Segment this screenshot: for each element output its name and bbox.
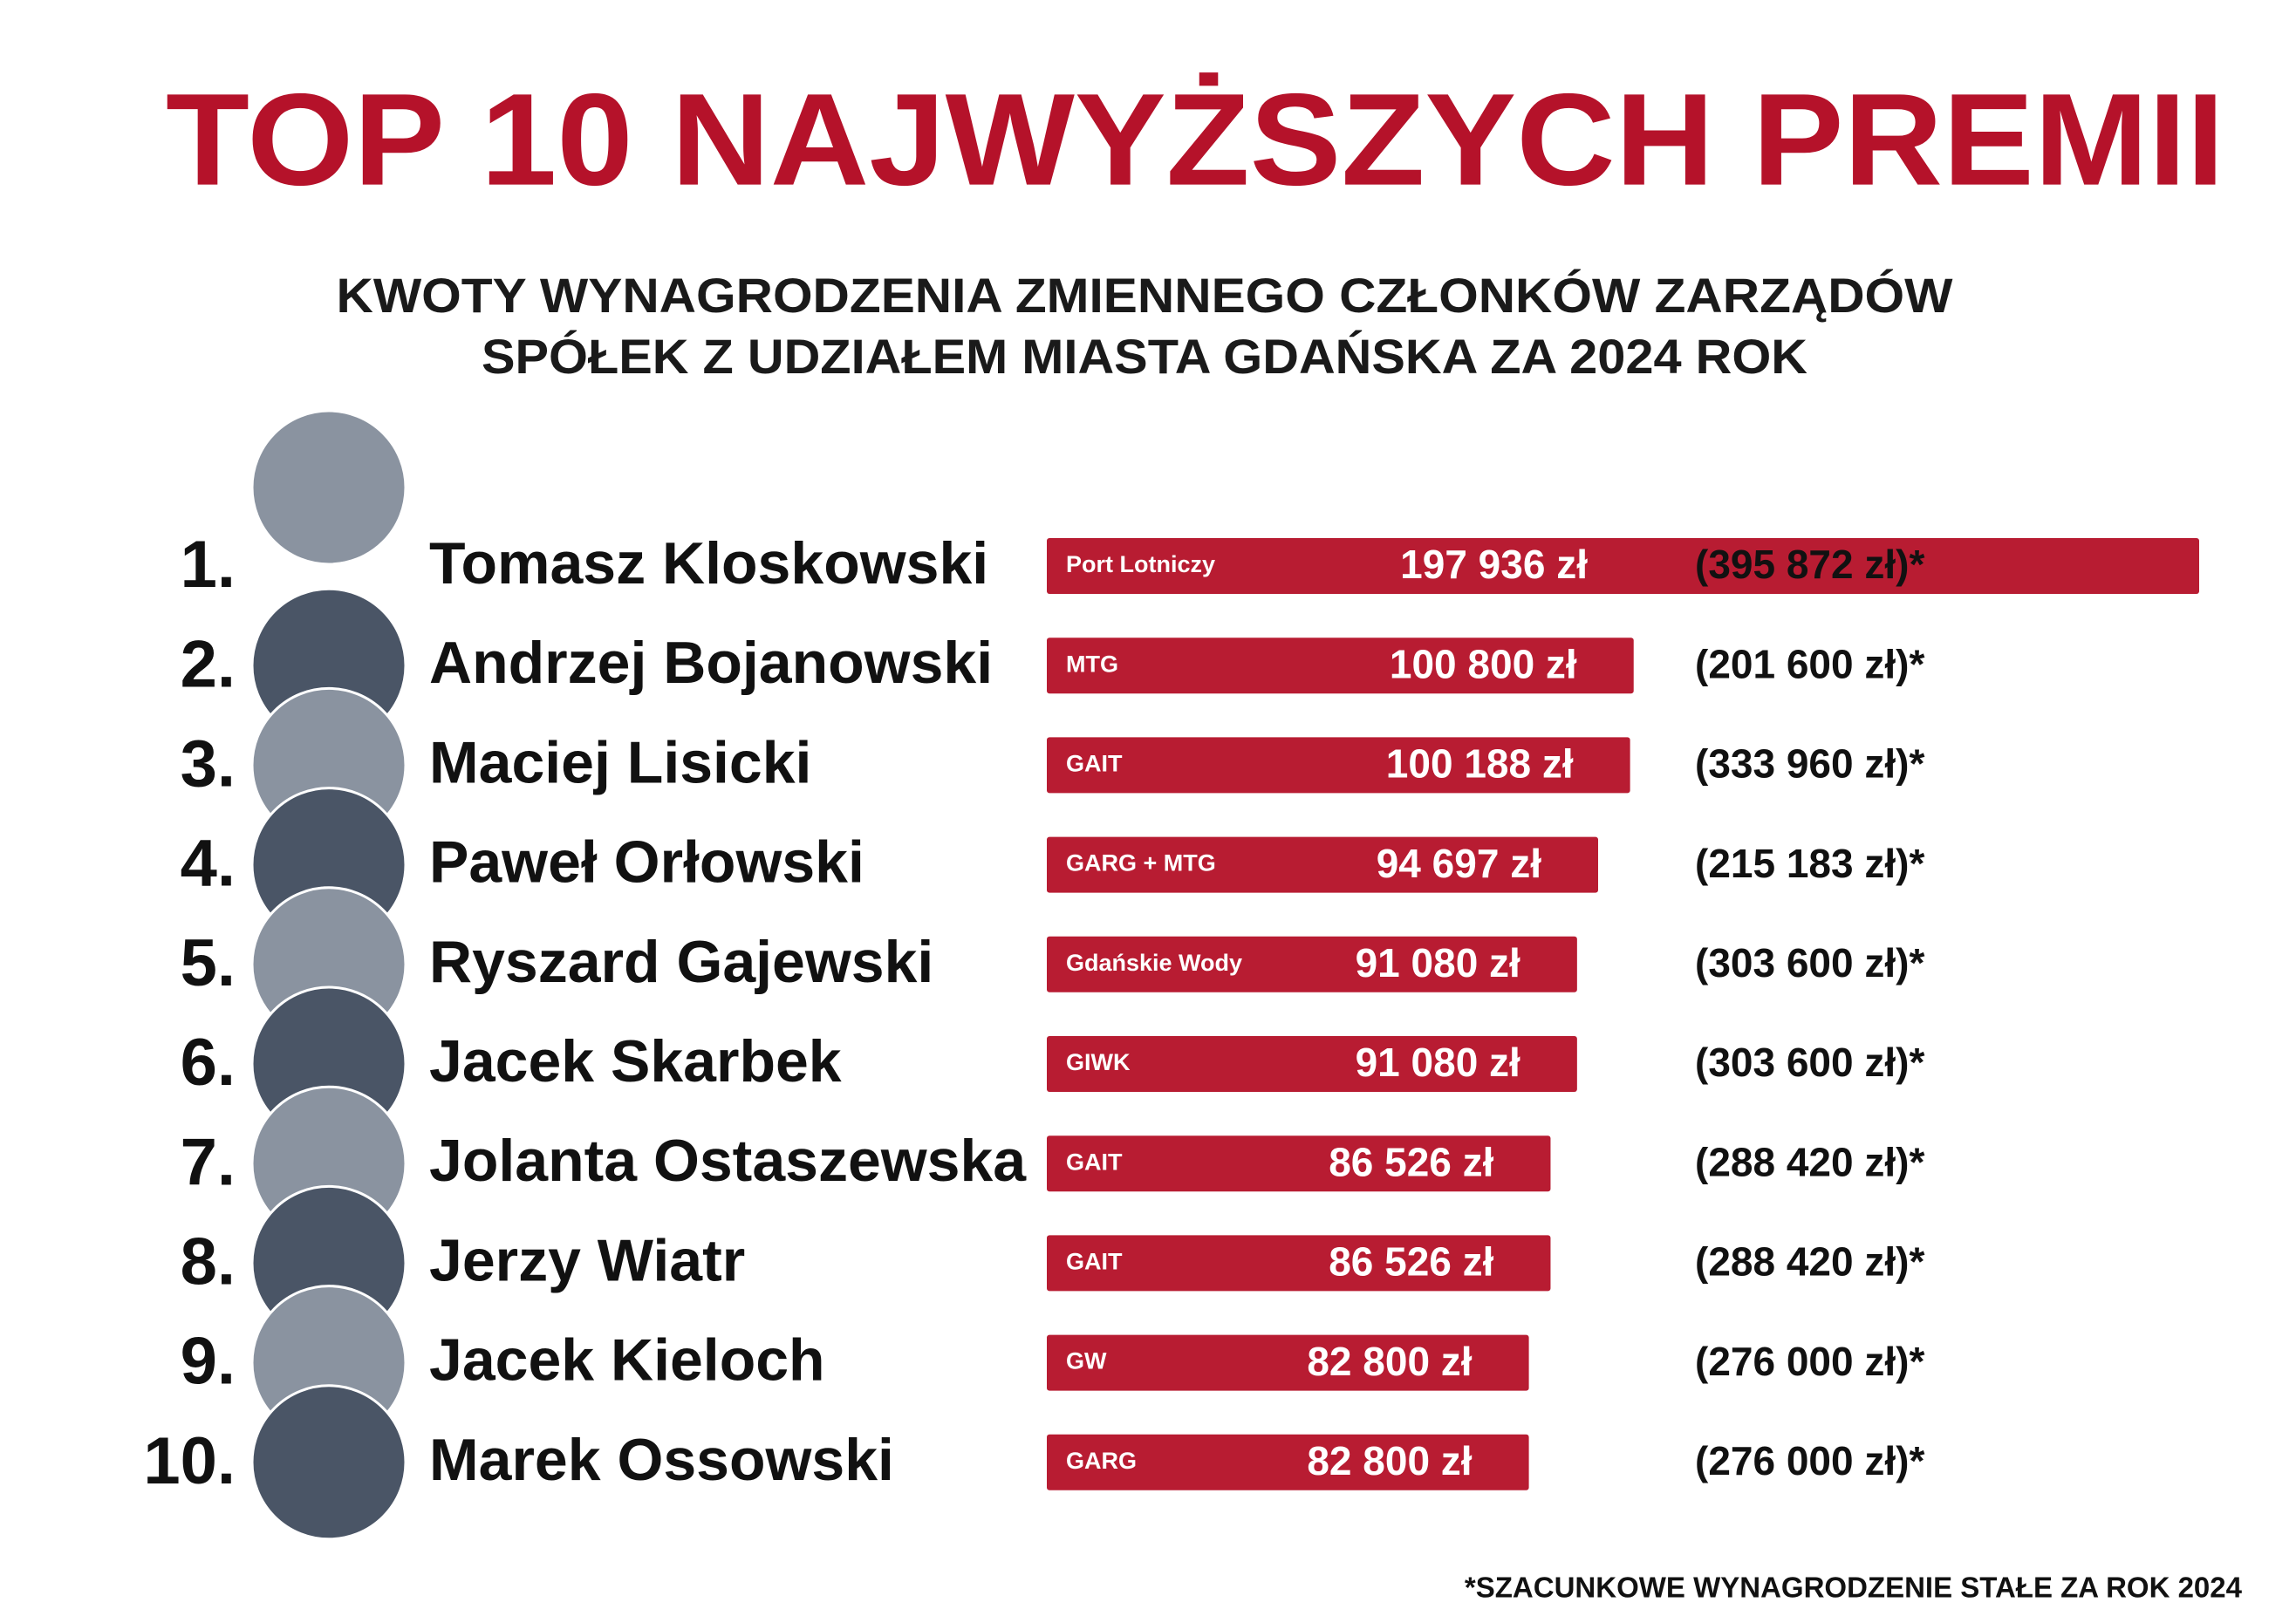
value-label: 82 800 zł — [1307, 1438, 1472, 1483]
fixed-salary-label: (201 600 zł)* — [1695, 641, 1924, 686]
rank: 6. — [181, 1026, 236, 1100]
bar — [1047, 936, 1577, 992]
value-label: 91 080 zł — [1356, 940, 1520, 985]
value-label: 100 800 zł — [1390, 641, 1577, 686]
rank: 4. — [181, 827, 236, 901]
company-label: GARG — [1066, 1448, 1137, 1474]
bar — [1047, 1334, 1529, 1391]
name: Marek Ossowski — [429, 1427, 894, 1493]
company-label: GAIT — [1066, 1149, 1123, 1175]
bar — [1047, 737, 1630, 794]
value-label: 82 800 zł — [1307, 1339, 1472, 1384]
value-label: 91 080 zł — [1356, 1040, 1520, 1085]
subtitle: SPÓŁEK Z UDZIAŁEM MIASTA GDAŃSKA ZA 2024… — [482, 329, 1807, 384]
rank: 5. — [181, 926, 236, 1000]
company-label: Gdańskie Wody — [1066, 950, 1242, 976]
bar — [1047, 638, 1634, 694]
company-label: GAIT — [1066, 1249, 1123, 1275]
chart-title: TOP 10 NAJWYŻSZYCH PREMII — [166, 66, 2224, 213]
name: Jacek Skarbek — [429, 1028, 842, 1095]
bar — [1047, 538, 2199, 594]
value-label: 94 697 zł — [1377, 841, 1541, 886]
name: Tomasz Kloskowski — [429, 530, 988, 597]
name: Jacek Kieloch — [429, 1327, 825, 1394]
rank: 7. — [181, 1125, 236, 1199]
fixed-salary-label: (395 872 zł)* — [1695, 542, 1924, 587]
company-label: Port Lotniczy — [1066, 551, 1215, 577]
fixed-salary-label: (288 420 zł)* — [1695, 1139, 1924, 1184]
rank: 8. — [181, 1224, 236, 1299]
bar — [1047, 1434, 1529, 1490]
rank: 9. — [181, 1325, 236, 1399]
name: Ryszard Gajewski — [429, 929, 933, 995]
bar — [1047, 1135, 1551, 1192]
subtitle: KWOTY WYNAGRODZENIA ZMIENNEGO CZŁONKÓW Z… — [337, 268, 1953, 323]
footnote: *SZACUNKOWE WYNAGRODZENIE STAŁE ZA ROK 2… — [1465, 1572, 2243, 1604]
rank: 2. — [181, 627, 236, 701]
fixed-salary-label: (303 600 zł)* — [1695, 940, 1924, 985]
fixed-salary-label: (276 000 zł)* — [1695, 1438, 1924, 1483]
name: Paweł Orłowski — [429, 829, 864, 896]
rank: 1. — [181, 528, 236, 602]
name: Andrzej Bojanowski — [429, 630, 993, 696]
fixed-salary-label: (303 600 zł)* — [1695, 1040, 1924, 1085]
bar — [1047, 1235, 1551, 1292]
bar — [1047, 836, 1598, 893]
company-label: GARG + MTG — [1066, 850, 1216, 876]
value-label: 86 526 zł — [1329, 1139, 1493, 1184]
fixed-salary-label: (288 420 zł)* — [1695, 1239, 1924, 1285]
name: Jolanta Ostaszewska — [429, 1128, 1027, 1194]
photo — [250, 1384, 407, 1541]
bar — [1047, 1036, 1577, 1092]
name: Jerzy Wiatr — [429, 1227, 745, 1293]
fixed-salary-label: (215 183 zł)* — [1695, 841, 1924, 886]
company-label: MTG — [1066, 651, 1118, 677]
value-label: 100 188 zł — [1386, 741, 1574, 787]
value-label: 86 526 zł — [1329, 1239, 1493, 1285]
photo — [250, 409, 407, 566]
company-label: GW — [1066, 1348, 1107, 1374]
rank: 10. — [143, 1424, 236, 1498]
rank: 3. — [181, 726, 236, 801]
company-label: GAIT — [1066, 751, 1123, 777]
company-label: GIWK — [1066, 1049, 1131, 1075]
fixed-salary-label: (276 000 zł)* — [1695, 1339, 1924, 1384]
fixed-salary-label: (333 960 zł)* — [1695, 741, 1924, 787]
value-label: 197 936 zł — [1400, 542, 1588, 587]
name: Maciej Lisicki — [429, 729, 811, 795]
